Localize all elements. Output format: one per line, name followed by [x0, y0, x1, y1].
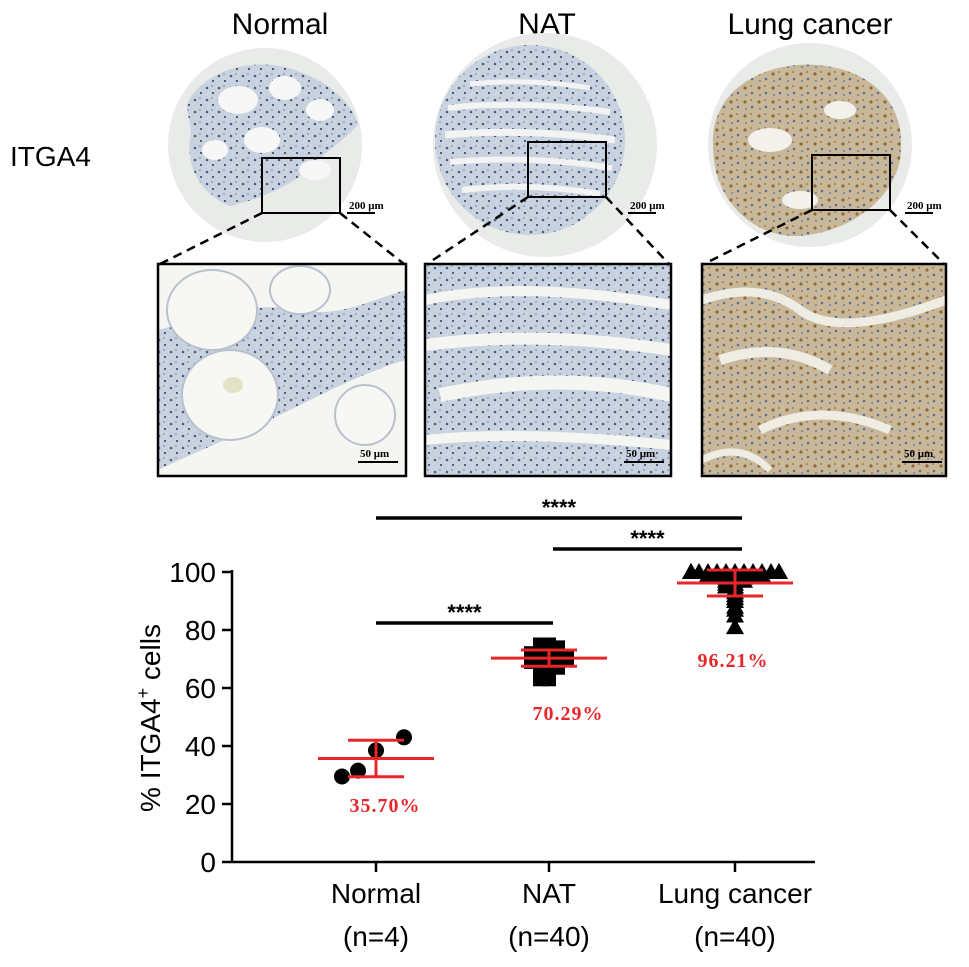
data-point-circle	[334, 768, 350, 785]
data-point-circle	[396, 729, 412, 746]
mean-value-label: 70.29%	[533, 703, 604, 725]
magnified-nat: 50 μm	[423, 262, 673, 478]
panel-title-normal: Normal	[232, 8, 329, 41]
y-tick-label: 20	[185, 789, 216, 820]
y-tick-label: 0	[200, 847, 216, 878]
scale-bar-label: 200 μm	[349, 200, 384, 212]
error-bars	[318, 568, 793, 779]
x-tick-label: Normal	[331, 878, 421, 909]
scale-bar-label: 50 μm	[626, 448, 655, 460]
scale-bar-label: 50 μm	[360, 448, 389, 460]
panel-title-lung-cancer: Lung cancer	[727, 8, 892, 41]
ihc-panels: Normal NAT Lung cancer ITGA4 200 μm	[10, 8, 948, 478]
data-point-triangle	[726, 618, 744, 635]
magnified-normal: 50 μm	[156, 262, 408, 478]
scale-bar-label: 50 μm	[904, 448, 933, 460]
x-tick-sublabel: (n=40)	[508, 921, 590, 952]
overview-core-lung-cancer: 200 μm	[708, 43, 942, 247]
significance-brackets: **** **** ****	[376, 495, 742, 625]
x-tick-sublabel: (n=4)	[343, 921, 409, 952]
scale-bar-label: 200 μm	[907, 200, 942, 212]
y-tick-label: 40	[185, 731, 216, 762]
y-tick-label: 100	[169, 557, 216, 588]
x-axis: Normal (n=4) NAT (n=40) Lung cancer (n=40)	[232, 860, 815, 952]
zoom-lines	[159, 195, 945, 266]
data-point-triangle	[770, 563, 788, 579]
magnified-lung-cancer: 50 μm	[700, 262, 948, 478]
y-tick-label: 80	[185, 615, 216, 646]
scale-bar-label: 200 μm	[630, 200, 665, 212]
scatter-chart: 0 20 40 60 80 100 Normal (n=4) NAT (n=40) Lung ca…	[133, 495, 815, 952]
mean-value-label: 96.21%	[698, 650, 769, 672]
x-tick-label: NAT	[522, 878, 576, 909]
mean-value-label: 35.70%	[350, 795, 421, 817]
significance-stars: ****	[447, 600, 482, 625]
x-tick-label: Lung cancer	[658, 878, 812, 909]
data-point-triangle	[682, 563, 700, 579]
y-axis: 0 20 40 60 80 100	[169, 557, 234, 878]
y-axis-label: % ITGA4+ cells	[133, 624, 166, 812]
overview-core-normal: 200 μm	[168, 48, 384, 242]
mean-labels: 35.70% 70.29% 96.21%	[350, 650, 769, 817]
data-point-circle	[350, 762, 366, 779]
y-tick-label: 60	[185, 673, 216, 704]
x-tick-sublabel: (n=40)	[694, 921, 776, 952]
significance-stars: ****	[542, 495, 577, 520]
row-label-itga4: ITGA4	[10, 141, 91, 172]
significance-stars: ****	[630, 526, 665, 551]
data-point-square	[533, 637, 547, 652]
data-point-square	[533, 669, 547, 684]
overview-core-nat: 200 μm	[433, 33, 665, 257]
